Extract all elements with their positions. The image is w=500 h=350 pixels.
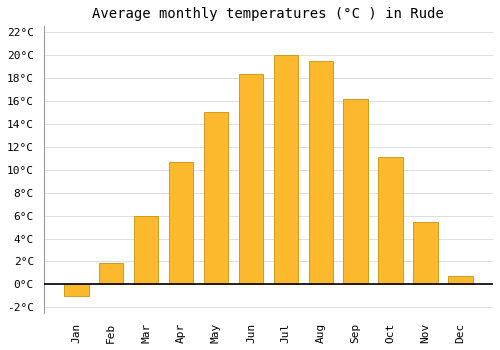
Bar bbox=[414, 223, 438, 285]
Bar bbox=[448, 276, 472, 285]
Bar bbox=[308, 61, 333, 285]
Bar bbox=[169, 162, 194, 285]
Bar bbox=[378, 157, 403, 285]
Bar bbox=[99, 262, 124, 285]
Bar bbox=[64, 285, 88, 296]
Bar bbox=[274, 55, 298, 285]
Bar bbox=[204, 112, 228, 285]
Bar bbox=[344, 99, 368, 285]
Bar bbox=[238, 75, 263, 285]
Bar bbox=[134, 216, 158, 285]
Title: Average monthly temperatures (°C ) in Rude: Average monthly temperatures (°C ) in Ru… bbox=[92, 7, 444, 21]
